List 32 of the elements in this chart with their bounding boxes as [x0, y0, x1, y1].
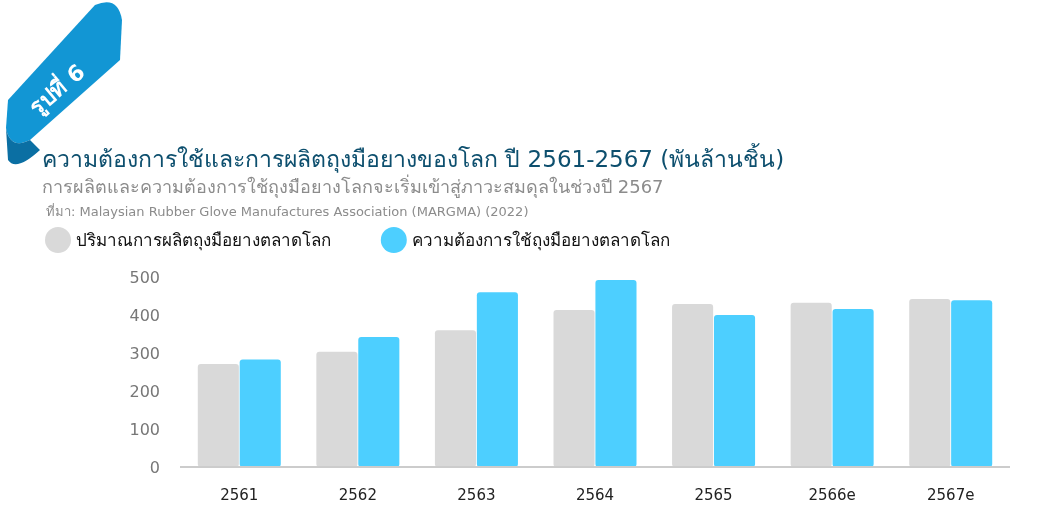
- chart-subtitle: การผลิตและความต้องการใช้ถุงมือยางโลกจะเริ่มเข้าสู่ภาวะสมดุลในช่วงปี 2567: [42, 174, 664, 198]
- x-tick-label: 2566e: [808, 486, 856, 504]
- y-tick-label: 500: [129, 267, 160, 287]
- bar: [595, 280, 637, 467]
- y-tick-label: 0: [149, 457, 160, 477]
- bar: [358, 337, 400, 467]
- x-tick-label: 2565: [694, 486, 733, 504]
- x-tick-label: 2562: [338, 486, 377, 504]
- x-tick-label: 2567e: [927, 486, 975, 504]
- legend-label: ปริมาณการผลิตถุงมือยางตลาดโลก: [76, 230, 331, 251]
- x-tick-label: 2561: [220, 486, 259, 504]
- bar: [553, 310, 595, 467]
- x-tick-label: 2563: [457, 486, 496, 504]
- bar: [909, 299, 951, 467]
- legend-label: ความต้องการใช้ถุงมือยางตลาดโลก: [411, 230, 670, 251]
- bar: [951, 300, 993, 467]
- bar: [713, 315, 756, 467]
- bar: [476, 292, 518, 467]
- y-tick-label: 200: [129, 381, 160, 401]
- bar: [197, 364, 239, 467]
- bar: [790, 302, 832, 467]
- bar: [434, 330, 477, 467]
- y-tick-label: 100: [129, 419, 160, 439]
- y-tick-label: 400: [129, 305, 160, 325]
- chart-title: ความต้องการใช้และการผลิตถุงมือยางของโลก ปี 2561-2567 (พันล้านชิ้น): [42, 143, 785, 173]
- bar: [832, 308, 874, 467]
- x-tick-label: 2564: [575, 486, 615, 504]
- bar: [239, 359, 281, 467]
- bar: [316, 351, 358, 467]
- y-tick-label: 300: [129, 343, 160, 363]
- text: ที่มา: Malaysian Rubber Glove Manufactures Association (MARGMA) (2022): [46, 203, 529, 219]
- bar: [672, 303, 714, 467]
